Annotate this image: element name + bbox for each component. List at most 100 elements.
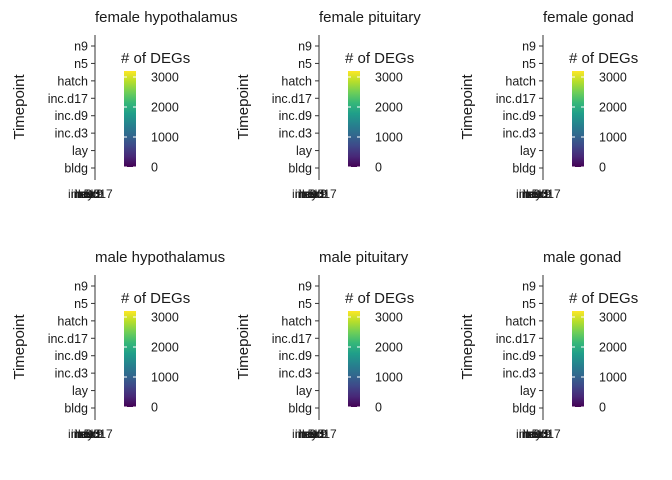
y-tick-label: n9	[74, 40, 88, 54]
y-tick-label: inc.d17	[48, 92, 88, 106]
x-tick-label: hatch	[299, 187, 328, 201]
x-tick-label: n9	[303, 427, 317, 441]
y-tick-label: bldg	[512, 402, 536, 416]
x-tick-label: n5	[77, 187, 91, 201]
y-tick-label: inc.d9	[503, 349, 536, 363]
panel-title: male pituitary	[319, 249, 409, 266]
y-tick-label: inc.d17	[496, 332, 536, 346]
y-tick-label: inc.d9	[279, 109, 312, 123]
x-tick-label: inc.d17	[74, 427, 113, 441]
y-tick-label: bldg	[64, 402, 88, 416]
legend-tick-label: 0	[599, 401, 606, 415]
y-tick-label: n9	[298, 280, 312, 294]
x-tick-label: lay	[78, 427, 93, 441]
y-tick-label: inc.d3	[55, 127, 88, 141]
legend-tick-label: 1000	[375, 131, 403, 145]
x-tick-label: hatch	[299, 427, 328, 441]
x-tick-label: inc.d3	[516, 427, 548, 441]
x-tick-label: inc.d9	[71, 187, 103, 201]
y-tick-label: inc.d3	[503, 127, 536, 141]
y-axis-title: Timepoint	[459, 74, 476, 140]
y-tick-label: hatch	[281, 314, 312, 328]
y-tick-label: inc.d9	[55, 349, 88, 363]
x-tick-label: n5	[301, 427, 315, 441]
legend-tick-label: 1000	[375, 371, 403, 385]
x-tick-label: inc.d17	[522, 187, 561, 201]
y-tick-label: lay	[72, 384, 89, 398]
panel-title: female hypothalamus	[95, 9, 238, 26]
legend-tick-label: 2000	[151, 341, 179, 355]
y-tick-label: lay	[520, 384, 537, 398]
y-tick-label: inc.d3	[55, 367, 88, 381]
panel-male-pituitary: male pituitaryTimepointbldglayinc.d3inc.…	[235, 249, 414, 441]
x-tick-label: hatch	[75, 187, 104, 201]
y-tick-label: n9	[74, 280, 88, 294]
legend-tick-label: 0	[151, 401, 158, 415]
legend-title: # of DEGs	[345, 290, 414, 307]
legend-tick-label: 0	[599, 161, 606, 175]
y-tick-label: bldg	[288, 402, 312, 416]
y-tick-label: inc.d3	[279, 127, 312, 141]
x-tick-label: inc.d9	[295, 187, 327, 201]
y-tick-label: lay	[296, 144, 313, 158]
y-tick-label: n9	[298, 40, 312, 54]
legend-tick-label: 1000	[151, 131, 179, 145]
x-tick-label: lay	[302, 427, 317, 441]
y-tick-label: hatch	[281, 74, 312, 88]
legend-colorbar	[348, 311, 360, 407]
y-tick-label: inc.d9	[279, 349, 312, 363]
legend-colorbar	[572, 71, 584, 167]
x-tick-label: inc.d17	[74, 187, 113, 201]
legend-tick-label: 2000	[375, 101, 403, 115]
x-tick-label: hatch	[523, 427, 552, 441]
x-tick-label: n9	[527, 187, 541, 201]
x-tick-label: lay	[526, 187, 541, 201]
legend-tick-label: 3000	[599, 311, 627, 325]
x-tick-label: inc.d9	[295, 427, 327, 441]
x-tick-label: inc.d3	[292, 187, 324, 201]
legend-tick-label: 0	[375, 401, 382, 415]
x-tick-label: n9	[79, 427, 93, 441]
x-tick-label: hatch	[523, 187, 552, 201]
legend-colorbar	[348, 71, 360, 167]
y-tick-label: lay	[72, 144, 89, 158]
y-tick-label: lay	[520, 144, 537, 158]
x-tick-label: n9	[79, 187, 93, 201]
y-tick-label: bldg	[512, 162, 536, 176]
legend-title: # of DEGs	[345, 50, 414, 67]
legend-tick-label: 2000	[599, 101, 627, 115]
legend-tick-label: 3000	[375, 311, 403, 325]
x-tick-label: inc.d17	[522, 427, 561, 441]
y-tick-label: hatch	[505, 314, 536, 328]
legend-tick-label: 3000	[151, 71, 179, 85]
panel-title: male hypothalamus	[95, 249, 225, 266]
y-tick-label: n5	[522, 57, 536, 71]
x-tick-label: inc.d17	[298, 427, 337, 441]
x-tick-label: n5	[525, 427, 539, 441]
x-tick-label: lay	[526, 427, 541, 441]
legend-tick-label: 1000	[151, 371, 179, 385]
legend-tick-label: 2000	[151, 101, 179, 115]
x-tick-label: inc.d9	[519, 187, 551, 201]
y-tick-label: bldg	[64, 162, 88, 176]
x-tick-label: inc.d3	[292, 427, 324, 441]
y-tick-label: inc.d9	[503, 109, 536, 123]
x-tick-label: hatch	[75, 427, 104, 441]
y-tick-label: n5	[522, 297, 536, 311]
panel-title: female gonad	[543, 9, 634, 26]
x-tick-label: n9	[303, 187, 317, 201]
x-tick-label: lay	[78, 187, 93, 201]
x-tick-label: lay	[302, 187, 317, 201]
y-axis-title: Timepoint	[459, 314, 476, 380]
x-tick-label: inc.d17	[298, 187, 337, 201]
y-tick-label: n5	[298, 57, 312, 71]
y-tick-label: inc.d17	[496, 92, 536, 106]
y-tick-label: inc.d9	[55, 109, 88, 123]
legend-tick-label: 0	[375, 161, 382, 175]
legend-tick-label: 1000	[599, 131, 627, 145]
x-tick-label: inc.d3	[68, 427, 100, 441]
legend-title: # of DEGs	[121, 290, 190, 307]
legend-tick-label: 2000	[599, 341, 627, 355]
y-tick-label: hatch	[505, 74, 536, 88]
